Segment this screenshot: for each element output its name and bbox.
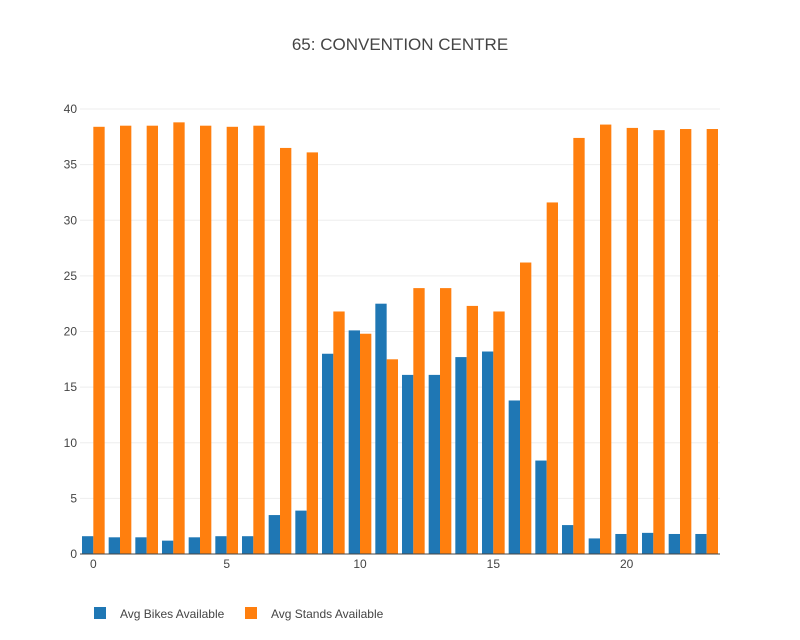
- y-tick-label: 15: [64, 380, 78, 394]
- y-tick-label: 40: [64, 102, 78, 116]
- x-tick-label: 15: [487, 557, 501, 571]
- bar-bikes[interactable]: [695, 533, 707, 554]
- y-tick-label: 10: [64, 436, 78, 450]
- bar-bikes[interactable]: [162, 540, 174, 554]
- bar-bikes[interactable]: [322, 353, 334, 554]
- bar-bikes[interactable]: [482, 351, 494, 554]
- bar-stands[interactable]: [200, 125, 212, 554]
- bar-stands[interactable]: [93, 126, 105, 555]
- bar-bikes[interactable]: [215, 536, 227, 554]
- bar-stands[interactable]: [306, 152, 318, 554]
- bar-stands[interactable]: [520, 262, 532, 554]
- bar-stands[interactable]: [413, 288, 425, 554]
- bar-stands[interactable]: [333, 311, 345, 554]
- bar-bikes[interactable]: [82, 536, 94, 554]
- bar-stands[interactable]: [626, 127, 638, 554]
- bar-bikes[interactable]: [402, 374, 414, 554]
- bar-bikes[interactable]: [188, 537, 200, 554]
- bar-bikes[interactable]: [135, 537, 147, 554]
- bars: [82, 122, 718, 555]
- bar-stands[interactable]: [226, 126, 238, 555]
- bar-bikes[interactable]: [642, 532, 654, 554]
- bar-stands[interactable]: [280, 147, 292, 554]
- bar-stands[interactable]: [600, 124, 612, 554]
- bar-bikes[interactable]: [268, 515, 280, 554]
- legend-label: Avg Stands Available: [271, 607, 384, 621]
- bar-stands[interactable]: [146, 125, 158, 554]
- bar-stands[interactable]: [120, 125, 132, 554]
- y-tick-label: 0: [70, 547, 77, 561]
- legend-item[interactable]: Avg Stands Available: [245, 607, 384, 621]
- bar-bikes[interactable]: [108, 537, 120, 554]
- x-tick-label: 20: [620, 557, 634, 571]
- y-tick-label: 30: [64, 213, 78, 227]
- bar-bikes[interactable]: [428, 374, 440, 554]
- y-tick-label: 35: [64, 158, 78, 172]
- bar-bikes[interactable]: [562, 525, 574, 554]
- grid-lines: [80, 108, 720, 499]
- legend-label: Avg Bikes Available: [120, 607, 225, 621]
- bar-stands[interactable]: [386, 359, 398, 554]
- x-tick-label: 10: [353, 557, 367, 571]
- axes: 0 5 10 15 20 25 30 35 40 0 5 10 15 20: [64, 102, 720, 571]
- legend-swatch: [94, 607, 106, 619]
- bar-bikes[interactable]: [375, 303, 387, 554]
- bar-bikes[interactable]: [588, 538, 600, 554]
- bar-bikes[interactable]: [615, 533, 627, 554]
- bar-stands[interactable]: [706, 129, 718, 554]
- legend-item[interactable]: Avg Bikes Available: [94, 607, 225, 621]
- bar-bikes[interactable]: [348, 330, 360, 554]
- bar-stands[interactable]: [573, 137, 585, 554]
- bar-stands[interactable]: [653, 130, 665, 554]
- bar-bikes[interactable]: [668, 533, 680, 554]
- legend-swatch: [245, 607, 257, 619]
- bar-stands[interactable]: [466, 305, 478, 554]
- bar-stands[interactable]: [173, 122, 185, 554]
- x-tick-label: 5: [223, 557, 230, 571]
- bar-stands[interactable]: [253, 125, 265, 554]
- y-tick-label: 5: [70, 491, 77, 505]
- bar-bikes[interactable]: [508, 400, 520, 554]
- bar-bikes[interactable]: [535, 460, 547, 554]
- bar-bikes[interactable]: [242, 536, 254, 554]
- bar-bikes[interactable]: [455, 357, 467, 554]
- legend[interactable]: Avg Bikes Available Avg Stands Available: [94, 607, 384, 621]
- bar-stands[interactable]: [360, 333, 372, 554]
- x-tick-label: 0: [90, 557, 97, 571]
- chart-title: 65: CONVENTION CENTRE: [292, 35, 508, 54]
- bar-bikes[interactable]: [295, 510, 307, 554]
- bar-stands[interactable]: [546, 202, 558, 554]
- bar-stands[interactable]: [440, 288, 452, 554]
- y-tick-label: 25: [64, 269, 78, 283]
- bar-stands[interactable]: [680, 129, 692, 554]
- y-tick-label: 20: [64, 325, 78, 339]
- bar-stands[interactable]: [493, 311, 505, 554]
